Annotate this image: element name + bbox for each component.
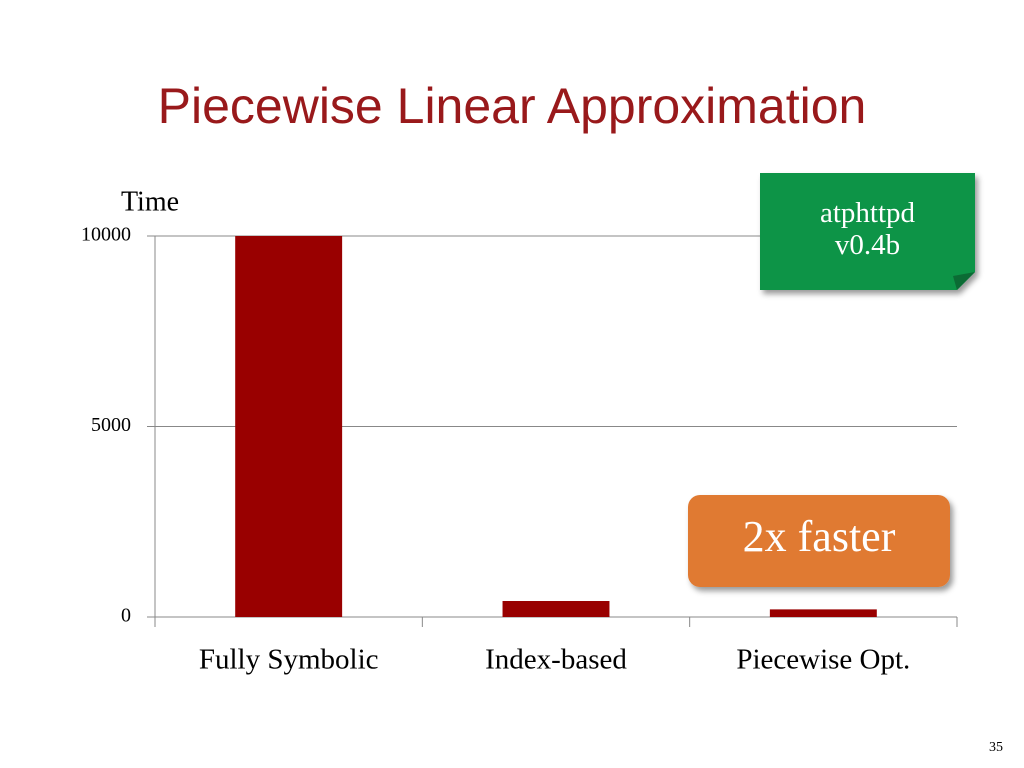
- callout: 2x faster: [688, 495, 950, 587]
- x-tick-label: Index-based: [485, 644, 627, 676]
- bar: [769, 609, 877, 617]
- x-tick-label: Piecewise Opt.: [736, 644, 910, 676]
- slide-title: Piecewise Linear Approximation: [158, 78, 867, 134]
- bar: [502, 600, 610, 617]
- bar: [235, 236, 343, 617]
- y-tick-label: 5000: [91, 414, 131, 436]
- callout-box: [688, 495, 950, 587]
- y-axis-label: Time: [121, 186, 179, 217]
- callout-box: [760, 173, 975, 290]
- callout-fold: [953, 272, 975, 290]
- y-tick-label: 0: [121, 605, 131, 627]
- x-tick-label: Fully Symbolic: [199, 644, 379, 676]
- callout-text: 2x faster: [743, 512, 896, 561]
- y-tick-label: 10000: [81, 224, 131, 246]
- callout-text: v0.4b: [835, 229, 900, 261]
- slide-number: 35: [989, 740, 1003, 755]
- callout-text: atphttpd: [820, 197, 916, 229]
